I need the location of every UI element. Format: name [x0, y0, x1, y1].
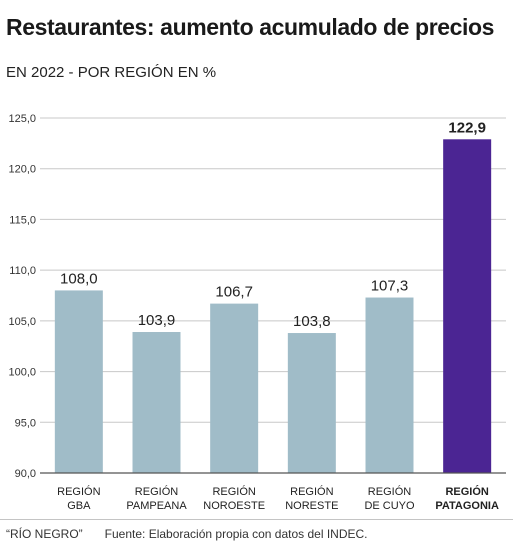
bar	[287, 333, 336, 473]
x-tick-label: REGIÓN	[135, 485, 178, 498]
value-label: 107,3	[371, 278, 409, 295]
bar	[132, 332, 181, 473]
x-tick-label: NORESTE	[285, 500, 338, 512]
x-tick-label: REGIÓN	[290, 485, 333, 498]
x-tick-label: REGIÓN	[445, 485, 488, 498]
x-tick-label: REGIÓN	[57, 485, 100, 498]
value-label: 103,9	[138, 312, 176, 329]
footer: “RÍO NEGRO” Fuente: Elaboración propia co…	[6, 527, 368, 541]
y-tick-label: 110,0	[9, 265, 36, 277]
bar	[210, 303, 259, 473]
y-tick-label: 95,0	[15, 417, 36, 429]
bar	[365, 297, 414, 473]
bar	[443, 139, 492, 474]
value-label: 108,0	[60, 270, 98, 287]
bar	[54, 290, 103, 473]
chart-subtitle: EN 2022 - POR REGIÓN EN %	[6, 64, 217, 81]
x-tick-label: NOROESTE	[203, 500, 265, 512]
source-text: Fuente: Elaboración propia con datos del…	[104, 527, 368, 541]
x-tick-label: DE CUYO	[364, 500, 415, 512]
y-tick-label: 100,0	[8, 367, 36, 379]
value-label: 103,8	[293, 313, 331, 330]
x-tick-label: PAMPEANA	[126, 500, 187, 512]
y-tick-label: 90,0	[15, 468, 36, 480]
y-tick-label: 115,0	[9, 214, 36, 226]
y-tick-label: 125,0	[8, 113, 36, 125]
chart-title: Restaurantes: aumento acumulado de preci…	[6, 14, 495, 40]
x-tick-label: GBA	[67, 500, 91, 512]
x-tick-label: PATAGONIA	[435, 500, 499, 512]
value-label: 122,9	[448, 119, 486, 136]
y-tick-label: 120,0	[8, 164, 36, 176]
bar-chart: 90,0 95,0 100,0 105,0 110,0 115,0 120,0 125,0 10…	[0, 113, 513, 520]
x-tick-label: REGIÓN	[368, 485, 411, 498]
x-tick-label: REGIÓN	[212, 485, 255, 498]
credit-text: “RÍO NEGRO”	[6, 527, 83, 541]
value-label: 106,7	[215, 284, 253, 301]
y-tick-label: 105,0	[8, 316, 36, 328]
